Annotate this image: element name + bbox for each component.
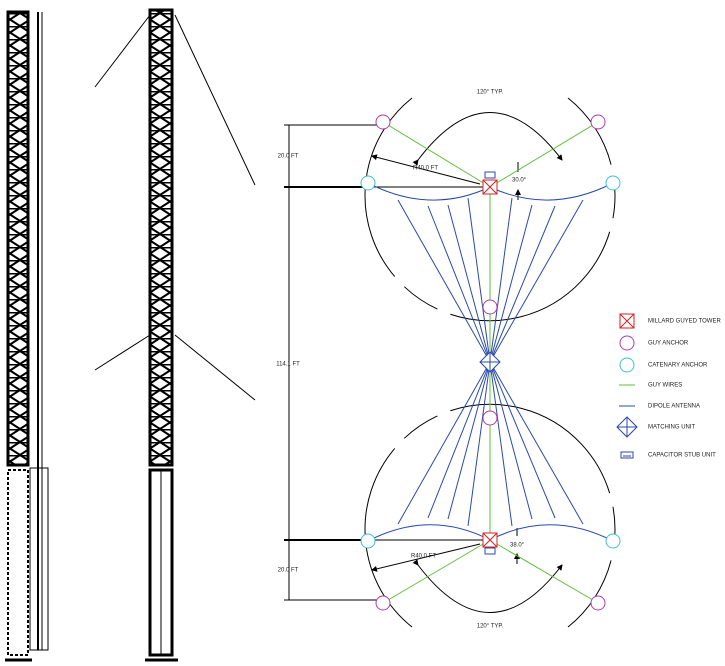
- dim-label: 120° TYP.: [477, 90, 504, 96]
- legend-label: GUY ANCHOR: [648, 341, 689, 347]
- dim-label: 114.1 FT: [276, 362, 300, 368]
- tower-elevation-center: [94, 8, 256, 662]
- dim-label: R40.0 FT: [413, 166, 438, 172]
- dim-label: 20.0 FT: [278, 568, 299, 574]
- legend-label: MATCHING UNIT: [648, 425, 696, 431]
- dim-label: 120° TYP.: [477, 624, 504, 630]
- legend-label: MILLARD GUYED TOWER: [648, 319, 721, 325]
- dim-label: 38.0°: [510, 543, 525, 549]
- dim-label: 30.0°: [512, 178, 527, 184]
- legend-label: GUY WIRES: [648, 383, 682, 389]
- tower-elevation-left: [5, 10, 49, 662]
- legend: MILLARD GUYED TOWER GUY ANCHOR CATENARY …: [616, 313, 721, 459]
- legend-label: DIPOLE ANTENNA: [648, 404, 700, 410]
- dim-label: R40.0 FT: [411, 554, 436, 560]
- legend-label: CAPACITOR STUB UNIT: [648, 453, 716, 459]
- legend-label: CATENARY ANCHOR: [648, 363, 708, 369]
- plan-view: 120° TYP. 120° TYP. 20.0 FT 114.1 FT 20.…: [276, 90, 621, 630]
- dim-label: 20.0 FT: [278, 154, 299, 160]
